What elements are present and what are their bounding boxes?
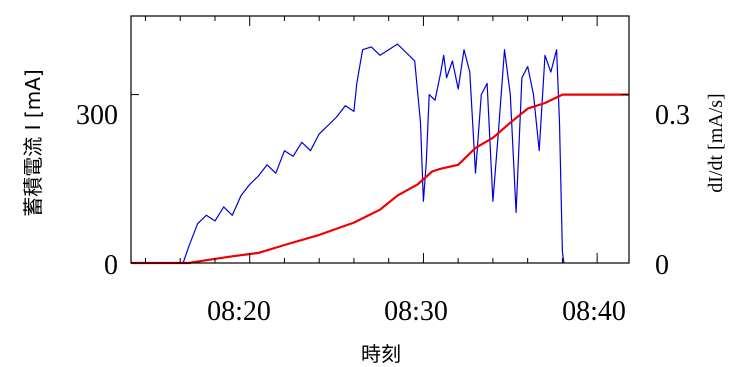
axes <box>130 15 630 264</box>
y-tick-label-left-0: 0 <box>104 250 118 281</box>
x-tick-label-0840: 08:40 <box>562 296 626 327</box>
plot-area <box>131 43 629 265</box>
x-tick-label-0830: 08:30 <box>384 296 448 327</box>
current-series-line <box>182 43 565 264</box>
x-tick-label-0820: 08:20 <box>207 296 271 327</box>
y-axis-title-right: dI/dt [mA/s] <box>705 93 727 192</box>
x-axis-title: 時刻 <box>361 342 401 366</box>
rate-series-line <box>131 93 629 265</box>
y-tick-label-right-0.3: 0.3 <box>655 100 690 131</box>
y-axis-title-left: 蓄積電流 I [mA] <box>21 69 45 216</box>
y-tick-label-left-300: 300 <box>76 100 118 131</box>
plot-frame <box>130 15 630 264</box>
y-tick-label-right-0: 0 <box>655 250 669 281</box>
